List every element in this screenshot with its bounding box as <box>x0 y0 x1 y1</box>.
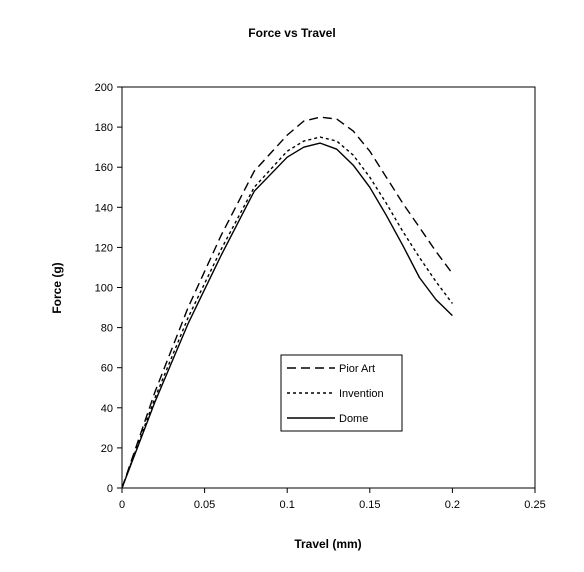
y-tick-label: 100 <box>95 283 113 295</box>
y-tick-label: 80 <box>101 323 113 335</box>
axes: 0 20 40 60 80 100 120 140 160 180 200 0 0.05 0.1 0.15 0… <box>95 82 546 511</box>
x-tick-label: 0.05 <box>194 499 215 511</box>
y-tick-label: 140 <box>95 202 113 214</box>
y-tick-label: 180 <box>95 122 113 134</box>
y-tick-label: 60 <box>101 363 113 375</box>
y-tick-label: 0 <box>107 483 113 495</box>
series-line-pior-art <box>121 116 453 489</box>
legend-label-invention: Invention <box>339 388 384 400</box>
y-axis-title: Force (g) <box>50 262 64 313</box>
x-tick-label: 0 <box>119 499 125 511</box>
x-tick-label: 0.1 <box>280 499 295 511</box>
series-lines <box>121 116 453 489</box>
legend-label-dome: Dome <box>339 413 368 425</box>
legend-label-pior-art: Pior Art <box>339 363 375 375</box>
x-tick-label: 0.15 <box>359 499 380 511</box>
x-axis-title: Travel (mm) <box>294 537 361 551</box>
x-tick-label: 0.2 <box>445 499 460 511</box>
series-line-dome <box>121 142 453 489</box>
x-tick-label: 0.25 <box>524 499 545 511</box>
y-tick-label: 40 <box>101 403 113 415</box>
y-tick-label: 20 <box>101 443 113 455</box>
chart-title: Force vs Travel <box>248 26 335 40</box>
y-tick-label: 120 <box>95 242 113 254</box>
y-tick-label: 160 <box>95 162 113 174</box>
legend: Pior Art Invention Dome <box>280 354 403 432</box>
series-line-invention <box>121 136 453 489</box>
y-tick-label: 200 <box>95 82 113 94</box>
